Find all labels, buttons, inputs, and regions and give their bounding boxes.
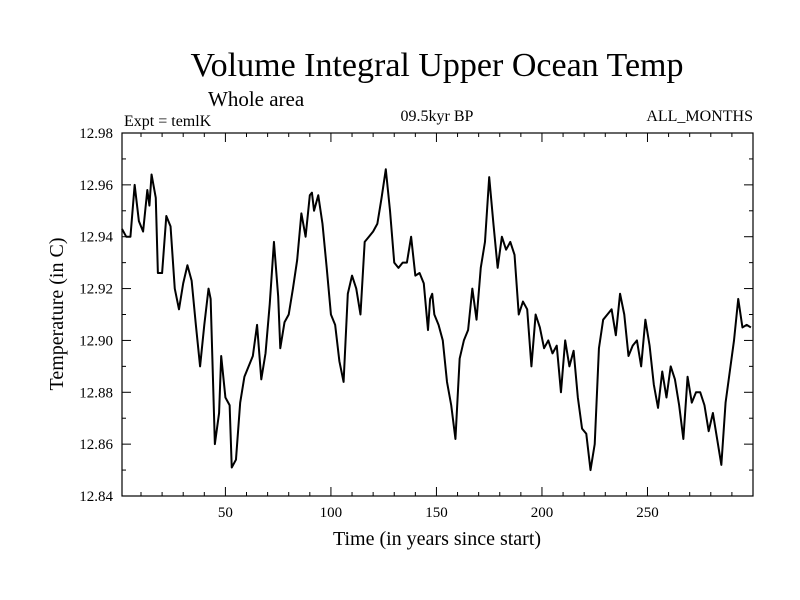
x-tick-label: 50	[218, 505, 233, 521]
x-tick-label: 250	[636, 505, 659, 521]
months-annotation: ALL_MONTHS	[646, 108, 753, 125]
x-tick-label: 200	[531, 505, 554, 521]
data-series	[121, 168, 752, 472]
y-axis-label: Temperature (in C)	[46, 238, 68, 391]
x-tick-label: 150	[425, 505, 448, 521]
chart-subtitle: Whole area	[208, 87, 305, 111]
y-tick-label: 12.90	[79, 333, 113, 349]
x-tick-label: 100	[320, 505, 343, 521]
y-tick-label: 12.86	[79, 437, 113, 453]
y-tick-label: 12.92	[79, 282, 113, 298]
chart-title: Volume Integral Upper Ocean Temp	[191, 47, 684, 84]
series-line	[121, 168, 752, 472]
expt-annotation: Expt = temlK	[124, 113, 212, 130]
y-tick-label: 12.96	[79, 178, 113, 194]
axis-ticks: 50 100 150 200 250 12.84 12.86 12.88 12.90 12.92 1…	[79, 126, 753, 521]
y-tick-label: 12.88	[79, 385, 113, 401]
y-tick-label: 12.98	[79, 126, 113, 142]
y-tick-label: 12.84	[79, 489, 113, 505]
y-tick-label: 12.94	[79, 230, 113, 246]
plot-frame	[121, 132, 754, 497]
x-axis-label: Time (in years since start)	[333, 528, 541, 550]
period-annotation: 09.5kyr BP	[401, 108, 474, 125]
